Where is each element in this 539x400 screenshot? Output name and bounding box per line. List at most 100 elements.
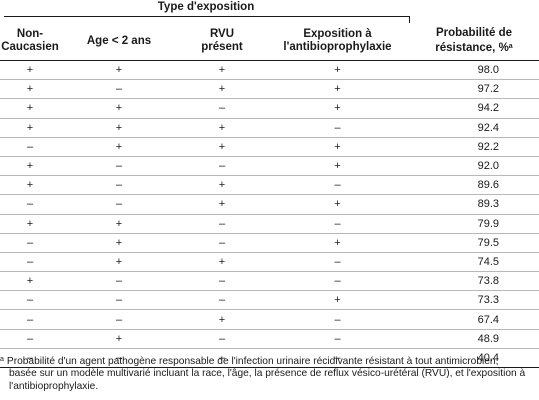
non-caucasian-cell: –	[26, 236, 34, 249]
probability-cell: 94.2	[477, 102, 499, 115]
probability-cell: 48.9	[477, 332, 499, 345]
age-under-2-cell: –	[115, 179, 123, 192]
rvu-present-cell: +	[218, 83, 226, 96]
header-age-under-2: Age < 2 ans	[86, 34, 152, 47]
age-under-2-cell: +	[115, 332, 123, 345]
table-row: + – + – 89.6	[0, 176, 539, 196]
header-antibioprophylaxis: Exposition à l'antibioprophylaxie	[283, 28, 392, 53]
antibioprophylaxis-cell: +	[334, 294, 341, 307]
rvu-present-cell: –	[218, 217, 226, 230]
non-caucasian-cell: +	[26, 102, 34, 115]
rvu-present-cell: –	[218, 351, 226, 364]
probability-cell: 40.4	[477, 351, 499, 364]
exposure-type-label: Type d'exposition	[157, 1, 255, 13]
probability-cell: 79.5	[477, 236, 499, 249]
table-row: + + + – 92.4	[0, 119, 539, 138]
footnote-line-3: l'antibioprophylaxie.	[9, 380, 99, 392]
rvu-present-cell: –	[218, 275, 226, 288]
table-row: – + + – 74.5	[0, 253, 539, 273]
table-header-row: Non- Caucasien Age < 2 ans RVU présent E…	[0, 22, 539, 61]
footnote-mark: a	[0, 356, 4, 363]
non-caucasian-cell: –	[26, 255, 34, 268]
rvu-present-cell: +	[218, 255, 226, 268]
non-caucasian-cell: +	[26, 217, 34, 230]
footnote-line-1: Probabilité d'un agent pathogène respons…	[6, 356, 499, 367]
rvu-present-cell: –	[218, 102, 226, 115]
age-under-2-cell: +	[115, 64, 123, 77]
probability-cell: 79.9	[477, 217, 499, 230]
antibioprophylaxis-cell: +	[334, 198, 341, 211]
table-row: + – – +92.0	[0, 157, 539, 177]
age-under-2-cell: +	[115, 102, 123, 115]
antibioprophylaxis-cell: –	[334, 255, 341, 268]
rvu-present-cell: –	[218, 332, 226, 345]
rvu-present-cell: +	[218, 140, 226, 153]
table-row: – – + – 67.4	[0, 310, 539, 330]
rvu-present-cell: –	[218, 236, 226, 249]
non-caucasian-cell: –	[26, 294, 34, 307]
table-row: + – + +97.2	[0, 80, 539, 100]
table-row: – – – +73.3	[0, 291, 539, 311]
table-row: + – – – 73.8	[0, 272, 539, 292]
age-under-2-cell: –	[115, 198, 123, 211]
antibioprophylaxis-cell: +	[334, 140, 341, 153]
non-caucasian-cell: +	[26, 179, 34, 192]
probability-cell: 73.8	[477, 275, 499, 288]
rvu-present-cell: –	[218, 160, 226, 173]
age-under-2-cell: +	[115, 121, 123, 134]
probability-cell: 74.5	[477, 255, 499, 268]
table-body: + + + +98.0 + – + +97.2 + + – +94.2 + + + – 92.4 – + + +92.2…	[0, 61, 539, 368]
age-under-2-cell: +	[115, 140, 123, 153]
non-caucasian-cell: –	[26, 198, 34, 211]
exposure-type-bracket	[4, 16, 410, 23]
footnote-ref-a: a	[508, 43, 513, 50]
antibioprophylaxis-cell: –	[334, 351, 341, 364]
non-caucasian-cell: +	[26, 64, 34, 77]
antibioprophylaxis-cell: +	[334, 102, 341, 115]
table-row: – + – +79.5	[0, 234, 539, 253]
probability-cell: 89.6	[477, 179, 499, 192]
age-under-2-cell: –	[115, 294, 123, 307]
table-row: – – + +89.3	[0, 195, 539, 215]
antibioprophylaxis-cell: –	[334, 217, 341, 230]
non-caucasian-cell: +	[26, 160, 34, 173]
footnote-line-2: basée sur un modèle multivarié incluant …	[9, 368, 526, 380]
non-caucasian-cell: –	[26, 332, 34, 345]
antibioprophylaxis-cell: –	[334, 121, 341, 134]
antibioprophylaxis-cell: –	[334, 179, 341, 192]
non-caucasian-cell: +	[26, 83, 34, 96]
antibioprophylaxis-cell: –	[334, 332, 341, 345]
antibioprophylaxis-cell: +	[334, 83, 341, 96]
rvu-present-cell: +	[218, 179, 226, 192]
footnote: a Probabilité d'un agent pathogène respon…	[0, 354, 539, 393]
probability-cell: 73.3	[477, 294, 499, 307]
probability-cell: 97.2	[477, 83, 499, 96]
probability-cell: 89.3	[477, 198, 499, 211]
table-row: – + – – 48.9	[0, 330, 539, 349]
rvu-present-cell: +	[218, 121, 226, 134]
table-row: + + – +94.2	[0, 99, 539, 119]
table-row: + + + +98.0	[0, 61, 539, 81]
header-rvu-present: RVU présent	[201, 28, 243, 53]
non-caucasian-cell: –	[26, 140, 34, 153]
age-under-2-cell: +	[115, 217, 123, 230]
non-caucasian-cell: –	[26, 351, 34, 364]
age-under-2-cell: +	[115, 255, 123, 268]
rvu-present-cell: –	[218, 294, 226, 307]
exposure-type-group-header: Type d'exposition	[2, 1, 410, 23]
rvu-present-cell: +	[218, 198, 226, 211]
age-under-2-cell: +	[115, 236, 123, 249]
table-row: + + – – 79.9	[0, 215, 539, 234]
resistance-probability-table: Non- Caucasien Age < 2 ans RVU présent E…	[0, 22, 539, 368]
antibioprophylaxis-cell: –	[334, 275, 341, 288]
non-caucasian-cell: +	[26, 275, 34, 288]
antibioprophylaxis-cell: +	[334, 160, 341, 173]
probability-cell: 92.4	[477, 121, 499, 134]
header-resistance-probability: Probabilité de résistance, %a	[435, 27, 513, 54]
antibioprophylaxis-cell: –	[334, 313, 341, 326]
age-under-2-cell: –	[115, 83, 123, 96]
probability-cell: 92.0	[477, 160, 499, 173]
probability-cell: 98.0	[477, 64, 499, 77]
header-non-caucasian: Non- Caucasien	[1, 28, 59, 53]
age-under-2-cell: –	[115, 160, 123, 173]
